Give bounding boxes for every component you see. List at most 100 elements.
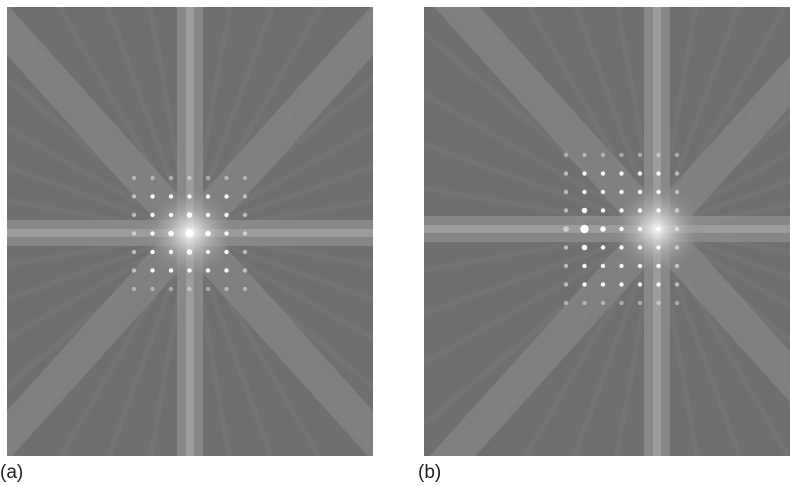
diffraction-spot (224, 249, 229, 255)
diffraction-spot (205, 268, 211, 273)
diffraction-spot (582, 189, 587, 195)
diffraction-spot (224, 268, 229, 273)
diffraction-panel-b (424, 7, 790, 456)
diffraction-spot (131, 286, 137, 292)
diffraction-spot (187, 194, 192, 199)
diffraction-spot (131, 249, 137, 255)
horizontal-streak-core (424, 225, 790, 233)
diffraction-spot (168, 212, 174, 218)
diffraction-spot (656, 152, 661, 158)
diffraction-spot (600, 300, 606, 306)
diffraction-spot (656, 171, 661, 176)
diffraction-pattern-b (424, 7, 790, 456)
diffraction-spot (674, 245, 680, 250)
diffraction-spot (563, 152, 569, 158)
diffraction-spot (186, 249, 193, 255)
diffraction-spot (600, 171, 606, 176)
diffraction-spot (600, 152, 606, 158)
diffraction-spot (600, 263, 606, 269)
diffraction-spot (150, 212, 155, 218)
diffraction-spot (619, 300, 624, 306)
diffraction-spot (168, 286, 174, 292)
diffraction-spot (242, 194, 248, 199)
diffraction-spot (224, 212, 229, 218)
diffraction-spot (656, 300, 661, 306)
diffraction-spot (637, 245, 643, 250)
diffraction-spot (580, 224, 589, 234)
diffraction-spot (582, 263, 587, 269)
diffraction-spot (656, 282, 661, 287)
diffraction-spot (563, 245, 569, 250)
diffraction-spot (619, 282, 624, 287)
diffraction-spot (150, 249, 155, 255)
diffraction-spot (150, 194, 155, 199)
diffraction-spot (187, 268, 192, 273)
diffraction-spot (581, 244, 588, 251)
panel-label-b: (b) (418, 462, 442, 483)
diffraction-spot (637, 189, 643, 195)
diffraction-spot (582, 300, 587, 306)
diffraction-spot (563, 208, 569, 213)
diffraction-spot (242, 212, 248, 218)
diffraction-spot (600, 208, 606, 213)
diffraction-spot (131, 231, 137, 236)
diffraction-spot (674, 152, 680, 158)
diffraction-spot (637, 152, 643, 158)
diffraction-spot (224, 231, 229, 236)
diffraction-spot (205, 175, 211, 181)
diffraction-spot (131, 194, 137, 199)
diffraction-spot (674, 282, 680, 287)
diffraction-spot (600, 226, 606, 232)
diffraction-spot (168, 175, 174, 181)
diffraction-spot (600, 282, 606, 287)
diffraction-spot (131, 212, 137, 218)
diffraction-spot (656, 263, 661, 269)
diffraction-spot (563, 300, 569, 306)
diffraction-spot (205, 194, 211, 199)
diffraction-spot (656, 245, 661, 250)
diffraction-spot (185, 229, 194, 238)
diffraction-pattern-a (7, 7, 373, 456)
diffraction-spot (582, 282, 587, 287)
diffraction-spot (205, 230, 211, 237)
diffraction-spot (563, 189, 569, 195)
diffraction-spot (242, 231, 248, 236)
diffraction-spot (674, 226, 680, 232)
diffraction-spot (150, 231, 155, 236)
diffraction-spot (674, 189, 680, 195)
diffraction-spot (563, 263, 569, 269)
diffraction-spot (600, 189, 606, 195)
diffraction-spot (131, 175, 137, 181)
diffraction-spot (619, 245, 624, 250)
diffraction-spot (187, 175, 192, 181)
diffraction-spot (168, 194, 174, 199)
diffraction-spot (637, 226, 643, 232)
diffraction-spot (582, 171, 587, 176)
diffraction-spot (563, 282, 569, 287)
diffraction-spot (600, 245, 606, 250)
diffraction-spot (224, 286, 229, 292)
diffraction-spot (242, 175, 248, 181)
diffraction-spot (242, 286, 248, 292)
diffraction-spot (637, 171, 643, 176)
diffraction-spot (150, 286, 155, 292)
diffraction-panel-a (7, 7, 373, 456)
diffraction-spot (582, 152, 587, 158)
diffraction-spot (186, 212, 193, 218)
diffraction-spot (168, 230, 174, 237)
diffraction-spot (205, 249, 211, 255)
diffraction-spot (674, 263, 680, 269)
diffraction-spot (619, 189, 624, 195)
diffraction-spot (205, 286, 211, 292)
diffraction-spot (637, 300, 643, 306)
diffraction-spot (637, 263, 643, 269)
diffraction-spot (224, 175, 229, 181)
diffraction-spot (656, 208, 661, 213)
horizontal-streak (424, 216, 790, 242)
diffraction-spot (674, 171, 680, 176)
diffraction-spot (619, 263, 624, 269)
diffraction-spot (619, 226, 624, 232)
diffraction-spot (187, 286, 192, 292)
diffraction-spot (563, 171, 569, 176)
panel-label-a: (a) (0, 462, 24, 483)
